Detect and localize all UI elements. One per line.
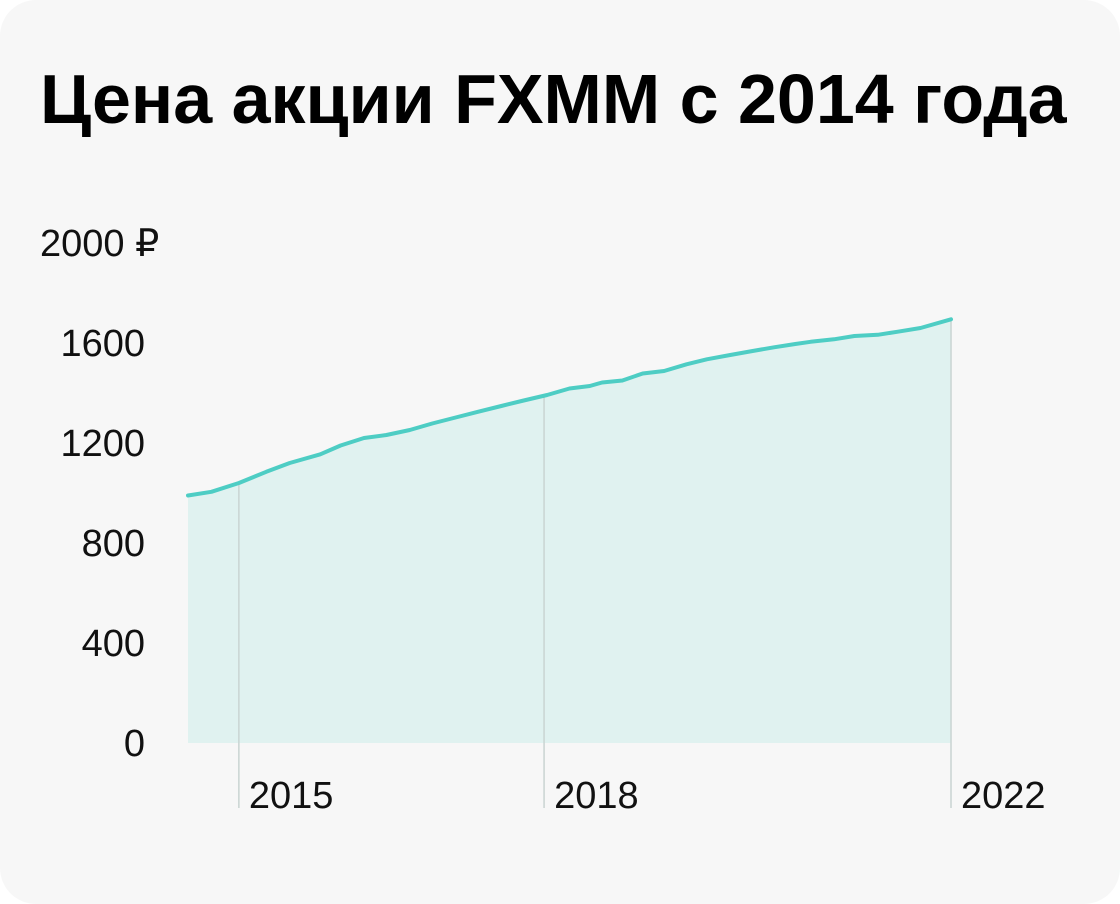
x-tick-label: 2018 bbox=[554, 775, 639, 817]
y-tick-label: 2000 ₽ bbox=[40, 223, 159, 265]
y-tick-label: 1600 bbox=[60, 323, 145, 365]
y-tick-label: 400 bbox=[82, 623, 145, 665]
chart-title: Цена акции FXMM с 2014 года bbox=[40, 60, 1067, 138]
y-tick-label: 800 bbox=[82, 523, 145, 565]
series-area-fill bbox=[188, 319, 951, 743]
y-tick-label: 1200 bbox=[60, 423, 145, 465]
series-line bbox=[186, 317, 953, 498]
y-tick-label: 0 bbox=[124, 723, 145, 765]
x-tick-label: 2015 bbox=[249, 775, 334, 817]
x-tick-label: 2022 bbox=[961, 775, 1046, 817]
